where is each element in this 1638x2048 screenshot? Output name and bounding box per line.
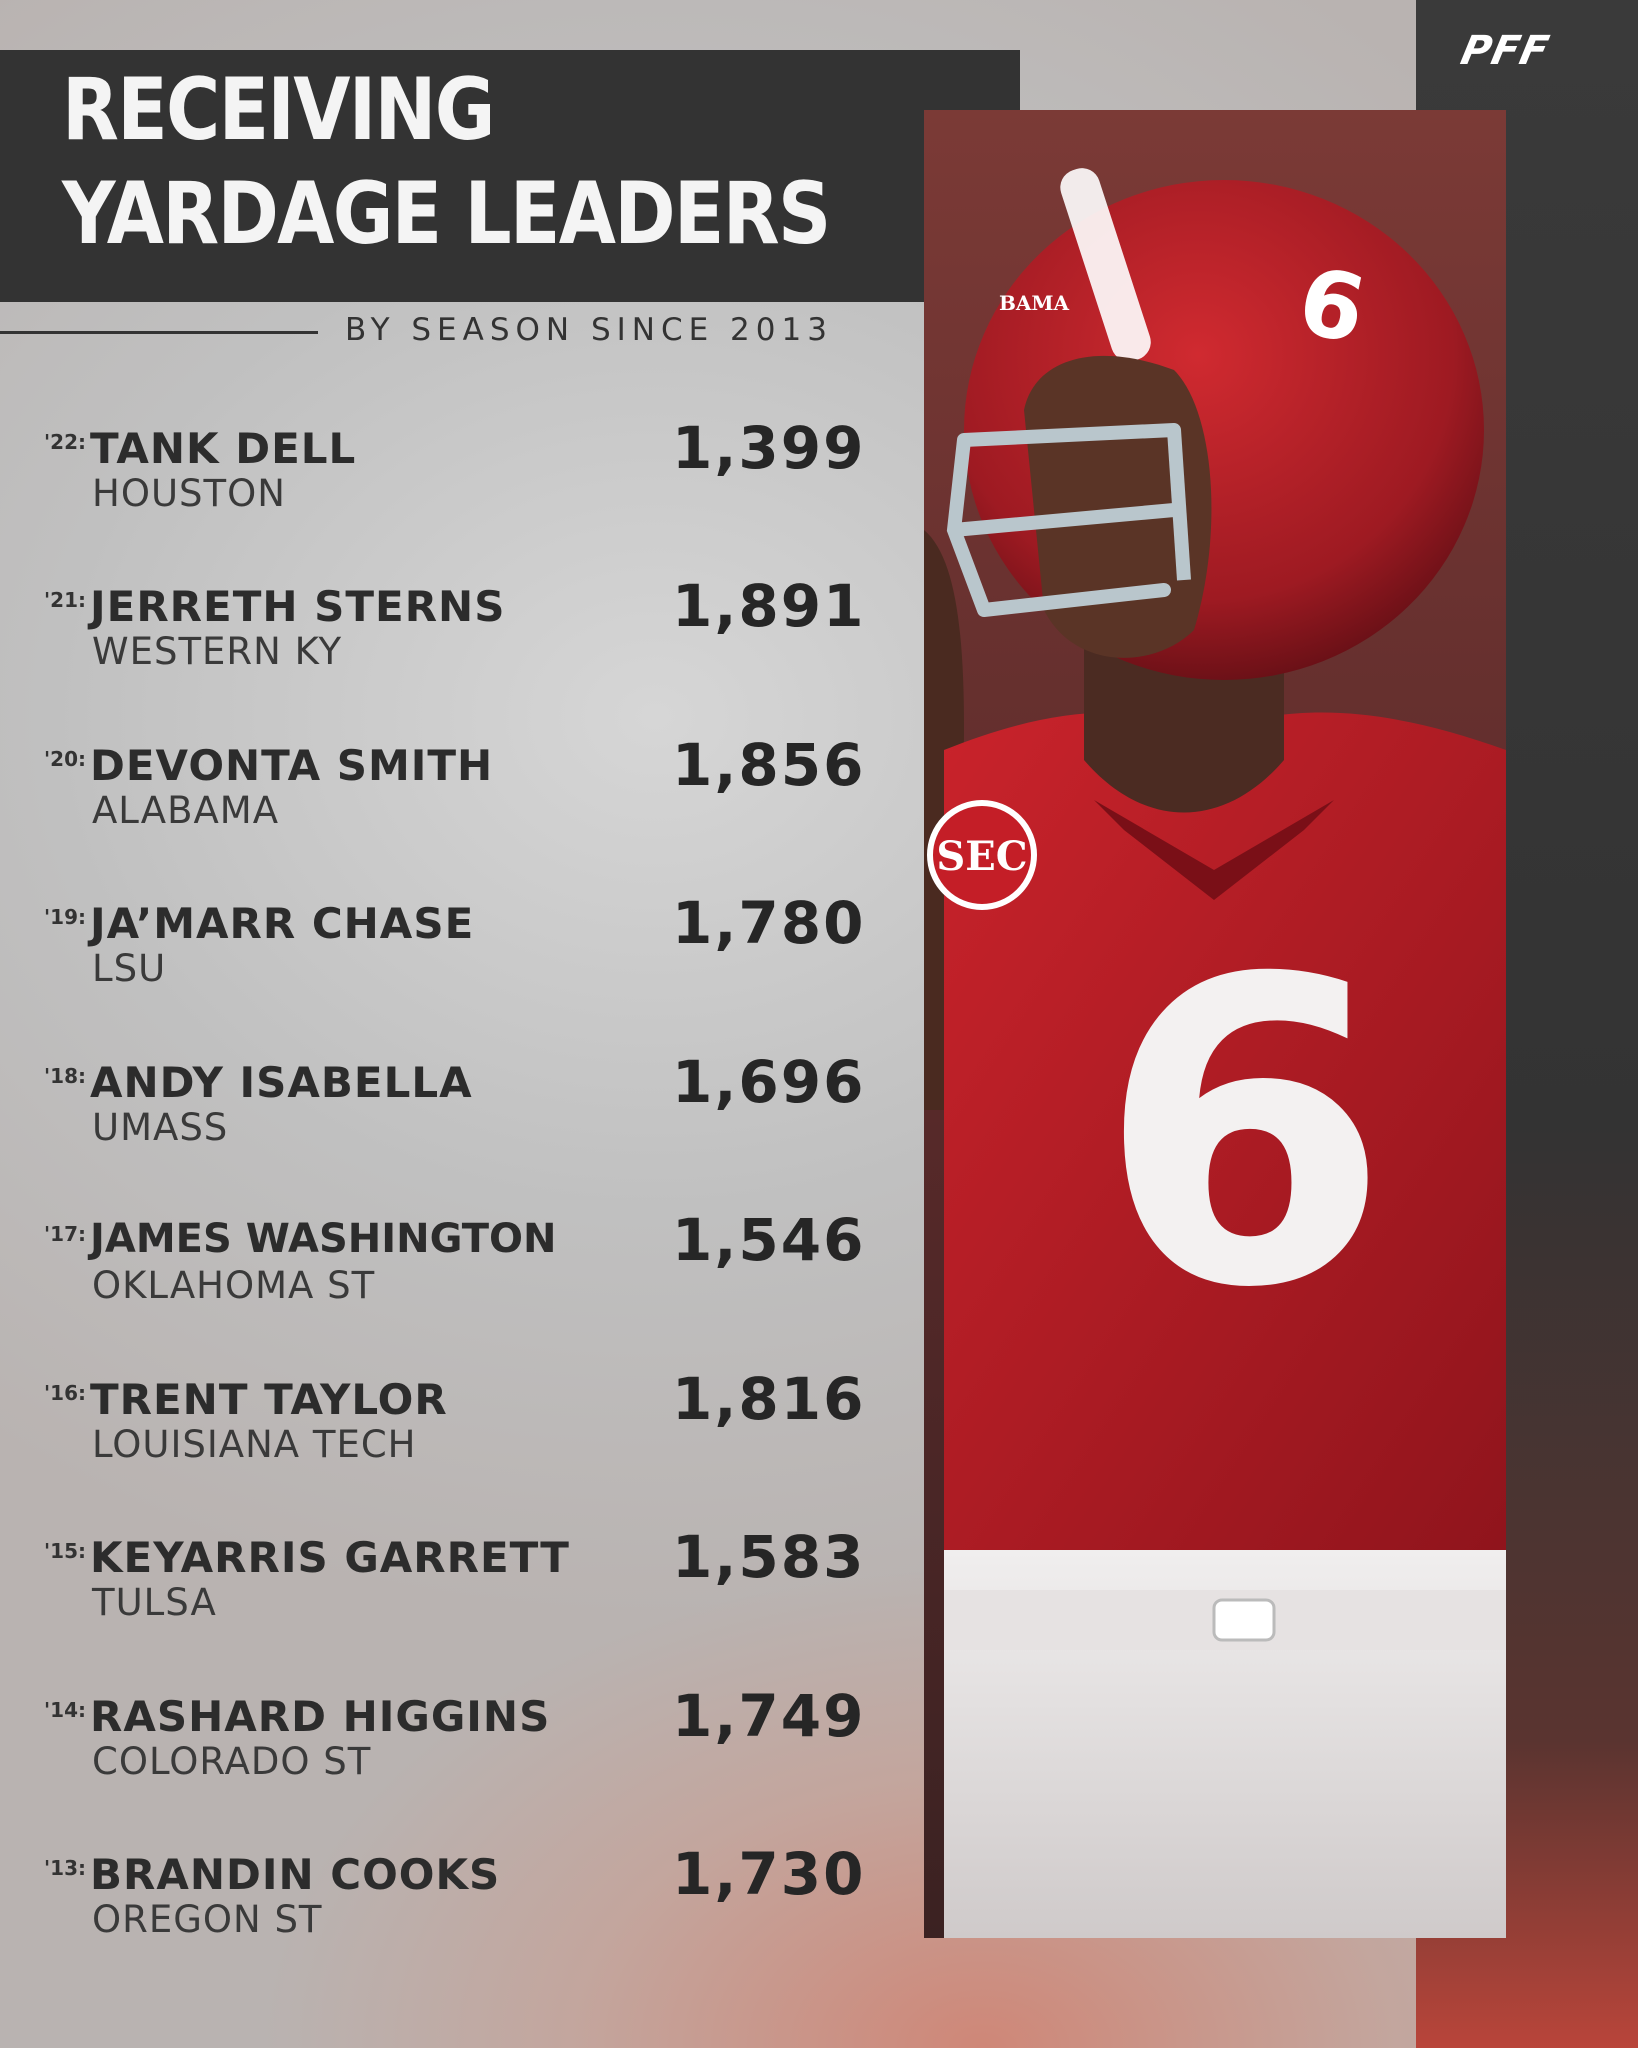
sec-patch-text: SEC	[936, 833, 1027, 880]
title-band	[0, 50, 1020, 302]
yards-value: 1,546	[672, 1206, 866, 1274]
school-name: HOUSTON	[92, 472, 286, 515]
yards-value: 1,856	[672, 731, 866, 799]
season-label: '13:	[44, 1856, 86, 1880]
yards-value: 1,583	[672, 1523, 866, 1591]
player-name: KEYARRIS GARRETT	[90, 1533, 570, 1582]
school-name: WESTERN KY	[92, 630, 343, 673]
page-title: RECEIVING YARDAGE LEADERS	[62, 58, 836, 266]
yards-value: 1,891	[672, 572, 866, 640]
jersey-number: 6	[1098, 891, 1390, 1380]
season-label: '18:	[44, 1064, 86, 1088]
leader-row: '17: JAMES WASHINGTON OKLAHOMA ST 1,546	[0, 1206, 900, 1326]
season-label: '15:	[44, 1539, 86, 1563]
leader-row: '13: BRANDIN COOKS OREGON ST 1,730	[0, 1840, 900, 1960]
player-name: JAMES WASHINGTON	[90, 1216, 557, 1262]
player-name: JA’MARR CHASE	[90, 899, 475, 948]
school-name: UMASS	[92, 1106, 229, 1149]
yards-value: 1,816	[672, 1365, 866, 1433]
leader-row: '21: JERRETH STERNS WESTERN KY 1,891	[0, 572, 900, 692]
season-label: '20:	[44, 747, 86, 771]
player-name: RASHARD HIGGINS	[90, 1692, 551, 1741]
title-line-2: YARDAGE LEADERS	[62, 164, 831, 264]
pff-logo: PFF	[1456, 28, 1554, 74]
school-name: LSU	[92, 947, 167, 990]
yards-value: 1,730	[672, 1840, 866, 1908]
leader-row: '20: DEVONTA SMITH ALABAMA 1,856	[0, 731, 900, 851]
season-label: '22:	[44, 430, 86, 454]
yards-value: 1,780	[672, 889, 866, 957]
season-label: '19:	[44, 905, 86, 929]
school-name: OKLAHOMA ST	[92, 1264, 376, 1307]
leader-row: '16: TRENT TAYLOR LOUISIANA TECH 1,816	[0, 1365, 900, 1485]
subtitle: BY SEASON SINCE 2013	[345, 312, 833, 348]
season-label: '17:	[44, 1222, 86, 1246]
player-name: BRANDIN COOKS	[90, 1850, 501, 1899]
leader-row: '15: KEYARRIS GARRETT TULSA 1,583	[0, 1523, 900, 1643]
player-name: DEVONTA SMITH	[90, 741, 494, 790]
school-name: COLORADO ST	[92, 1740, 372, 1783]
player-photo: 6 BAMA SEC 6	[924, 110, 1506, 1938]
yards-value: 1,749	[672, 1682, 866, 1750]
season-label: '21:	[44, 588, 86, 612]
school-name: TULSA	[92, 1581, 217, 1624]
player-name: JERRETH STERNS	[90, 582, 506, 631]
subtitle-rule	[0, 331, 318, 334]
leader-row: '14: RASHARD HIGGINS COLORADO ST 1,749	[0, 1682, 900, 1802]
player-name: TANK DELL	[90, 424, 357, 473]
helmet-label: BAMA	[999, 291, 1070, 315]
player-name: TRENT TAYLOR	[90, 1375, 448, 1424]
school-name: OREGON ST	[92, 1898, 323, 1941]
leader-row: '18: ANDY ISABELLA UMASS 1,696	[0, 1048, 900, 1168]
player-name: ANDY ISABELLA	[90, 1058, 473, 1107]
school-name: ALABAMA	[92, 789, 280, 832]
season-label: '16:	[44, 1381, 86, 1405]
yards-value: 1,399	[672, 414, 866, 482]
leader-row: '22: TANK DELL HOUSTON 1,399	[0, 414, 900, 534]
title-line-1: RECEIVING	[62, 60, 495, 160]
yards-value: 1,696	[672, 1048, 866, 1116]
season-label: '14:	[44, 1698, 86, 1722]
leader-row: '19: JA’MARR CHASE LSU 1,780	[0, 889, 900, 1009]
school-name: LOUISIANA TECH	[92, 1423, 417, 1466]
